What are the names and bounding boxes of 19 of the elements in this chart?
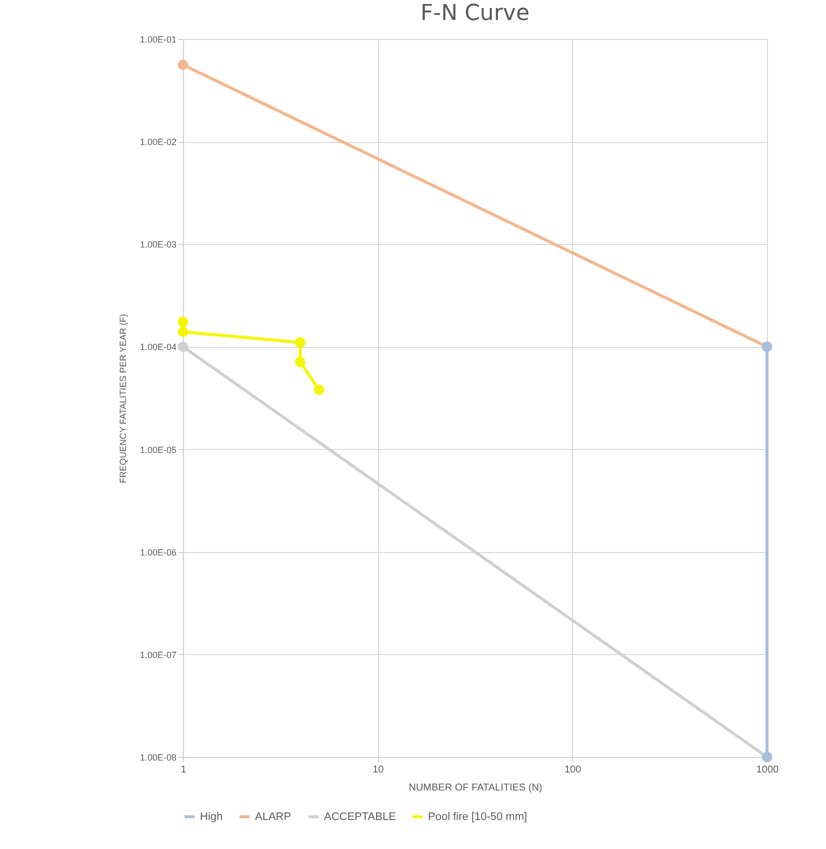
y-tick-label: 1.00E-01 bbox=[140, 34, 176, 44]
y-tick-label: 1.00E-06 bbox=[140, 547, 176, 558]
y-tick-label: 1.00E-05 bbox=[140, 444, 176, 455]
y-tick-label: 1.00E-04 bbox=[140, 342, 176, 352]
legend-label: ALARP bbox=[255, 810, 292, 823]
x-tick-label: 100 bbox=[564, 764, 582, 776]
x-tick-label: 1000 bbox=[756, 764, 780, 776]
legend-label: Pool fire [10-50 mm] bbox=[428, 810, 528, 823]
x-axis-title: NUMBER OF FATALITIES (N) bbox=[408, 782, 542, 794]
legend-label: High bbox=[200, 810, 223, 823]
y-tick-label: 1.00E-02 bbox=[140, 137, 176, 148]
x-tick-label: 1 bbox=[180, 764, 187, 776]
y-tick-label: 1.00E-08 bbox=[140, 752, 176, 762]
y-tick-label: 1.00E-03 bbox=[140, 240, 176, 250]
legend-label: ACCEPTABLE bbox=[324, 810, 396, 823]
y-tick-label: 1.00E-07 bbox=[140, 650, 176, 660]
chart-title: F-N Curve bbox=[420, 1, 530, 26]
y-axis-title: FREQUENCY FATALITIES PER YEAR (F) bbox=[118, 314, 128, 484]
x-tick-label: 10 bbox=[372, 764, 384, 776]
